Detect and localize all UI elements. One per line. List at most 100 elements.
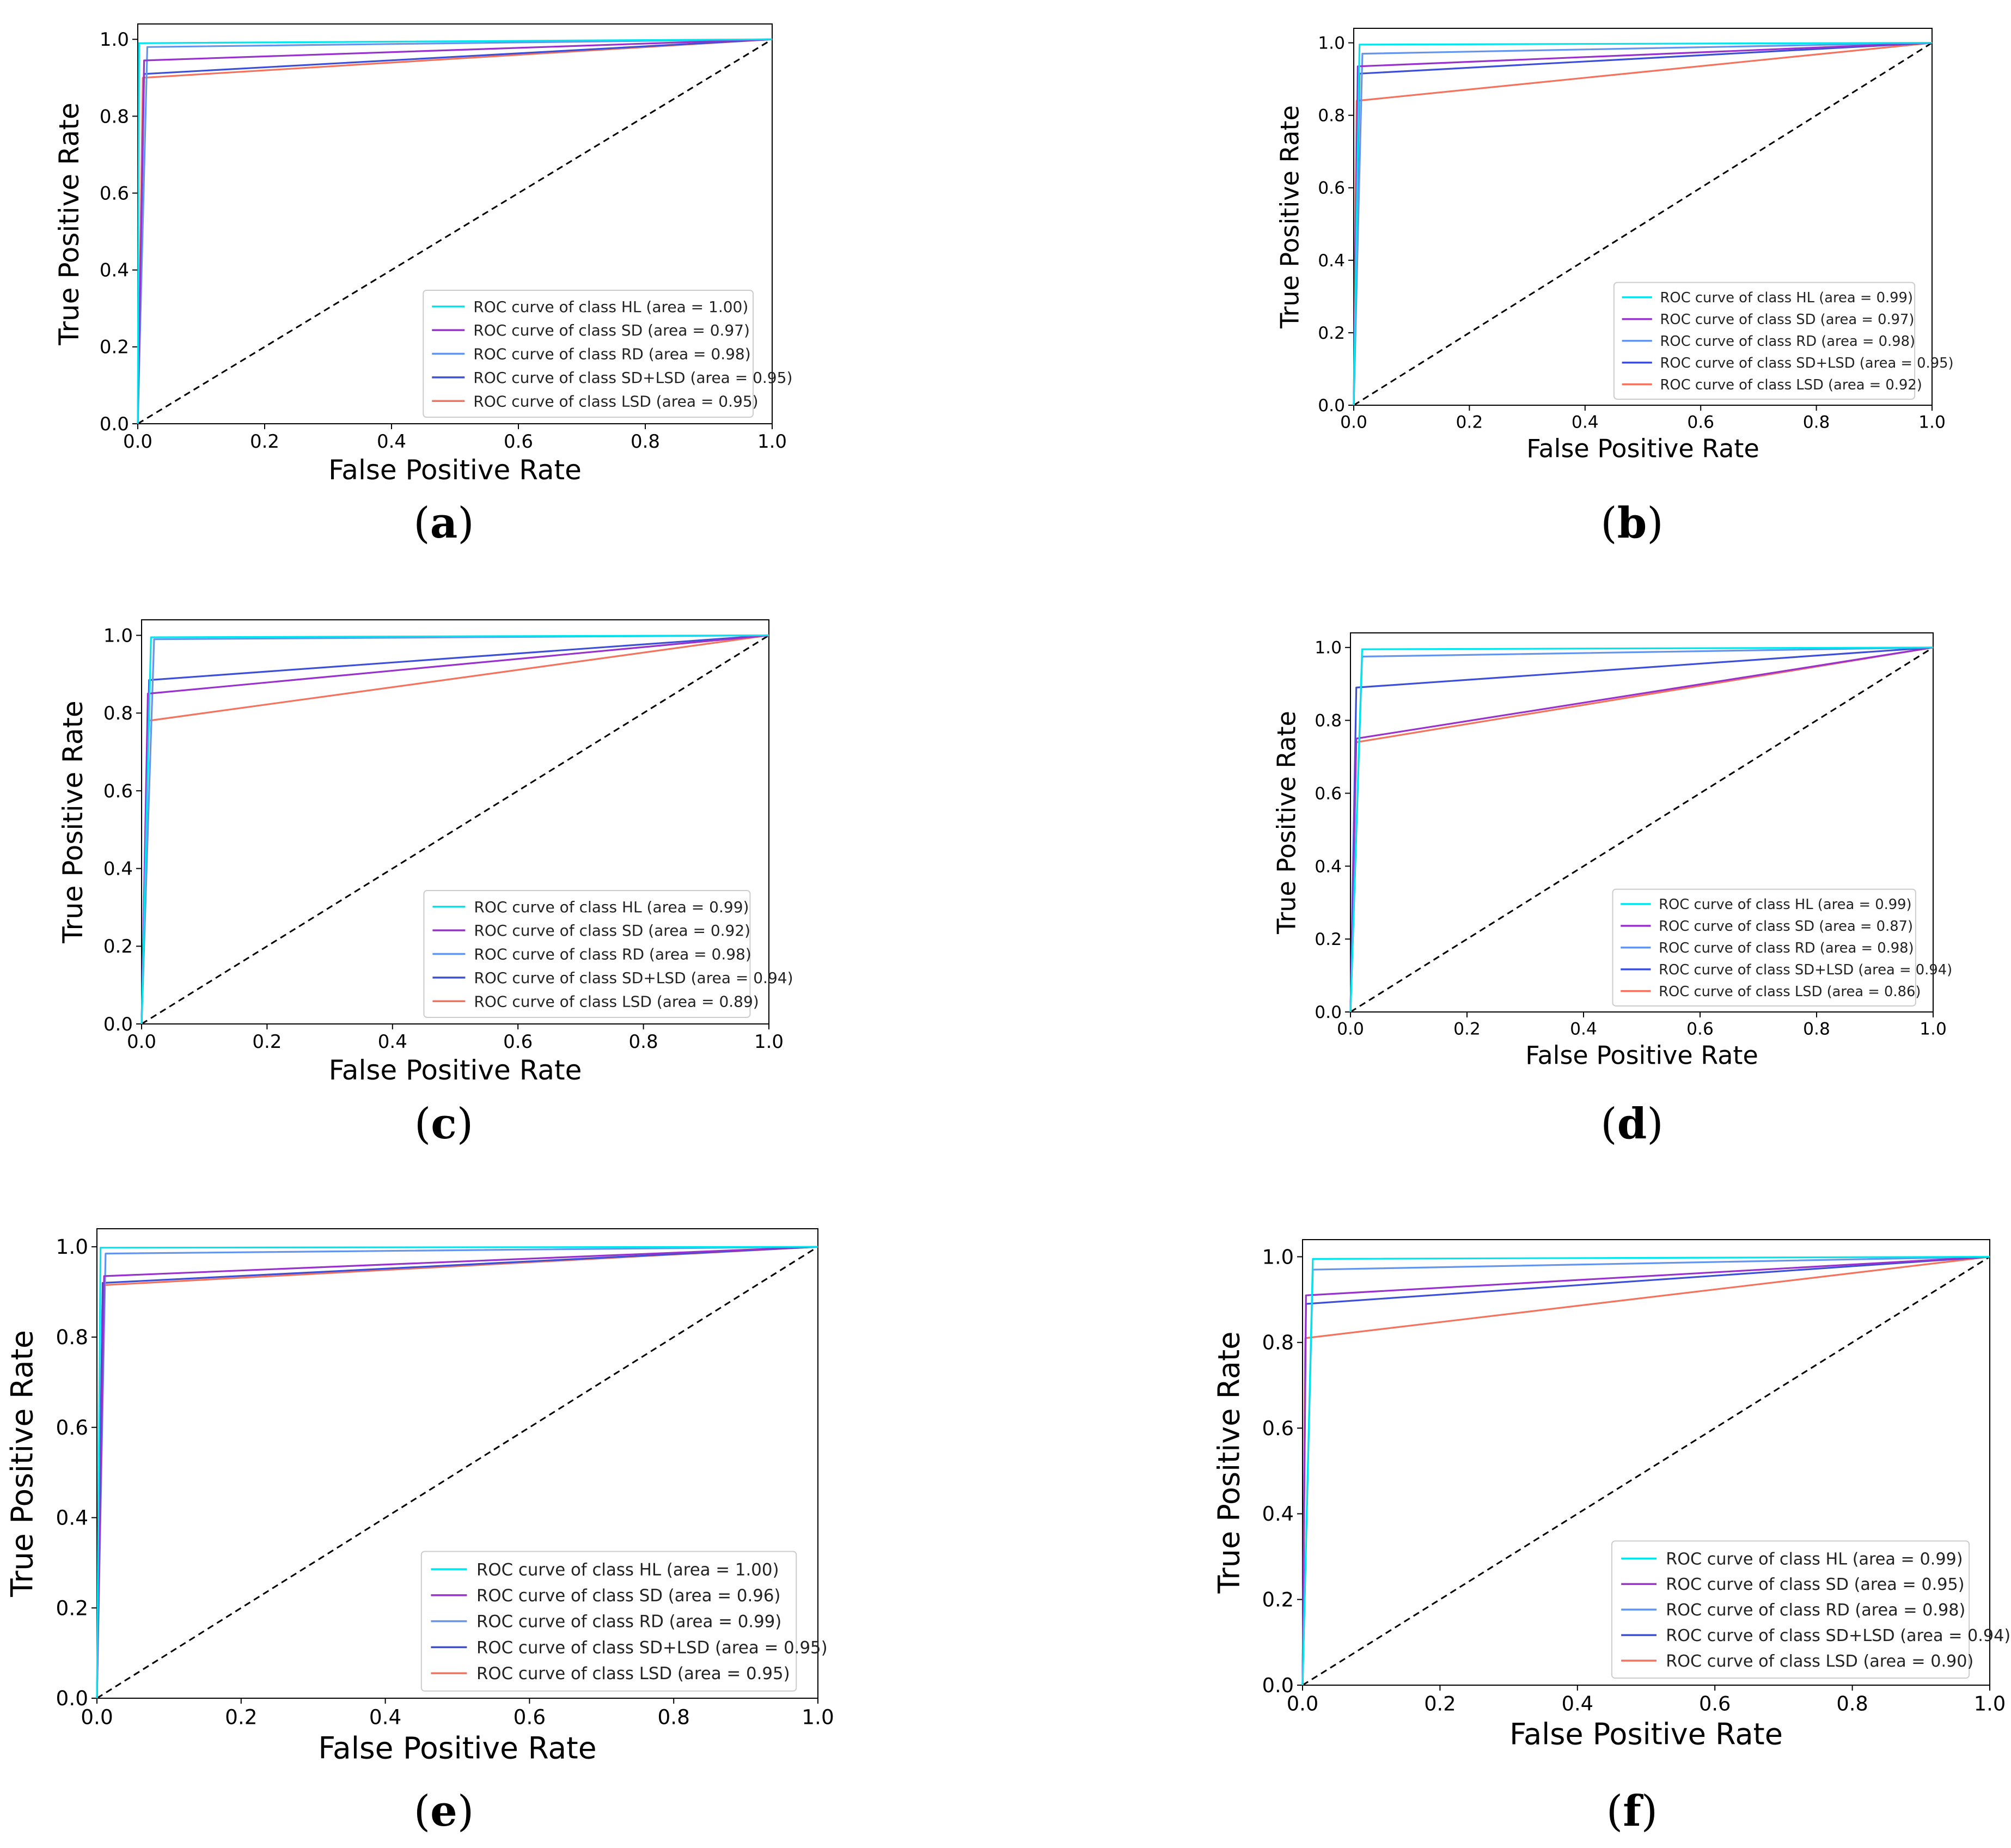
y-axis-label: True Positive Rate (1212, 1331, 1246, 1594)
panel-label-b: b (1617, 498, 1647, 548)
y-tick-label: 0.2 (100, 337, 129, 358)
y-tick-label: 0.6 (56, 1416, 88, 1440)
y-tick-label: 0.0 (1262, 1674, 1294, 1697)
x-tick-label: 0.6 (1687, 412, 1714, 432)
x-axis-label: False Positive Rate (1509, 1717, 1783, 1752)
x-tick-label: 0.8 (1836, 1692, 1868, 1716)
y-axis-label: True Positive Rate (1275, 105, 1304, 329)
roc-line-sd (96, 1246, 818, 1699)
x-axis-label: False Positive Rate (1525, 1040, 1758, 1070)
y-tick-label: 0.4 (1262, 1502, 1294, 1526)
y-tick-label: 0.2 (1318, 324, 1345, 343)
chance-diagonal-line (1353, 42, 1933, 406)
legend-entry: ROC curve of class HL (area = 0.99) (474, 898, 749, 916)
x-tick-label: 0.8 (631, 431, 660, 453)
roc-line-hl (140, 634, 769, 1024)
x-tick-label: 0.0 (1340, 412, 1367, 432)
x-tick-label: 1.0 (1920, 1019, 1947, 1039)
panel-label-e: e (430, 1786, 457, 1836)
legend-entry: ROC curve of class SD (area = 0.96) (476, 1586, 780, 1606)
chart-panel-d: 0.0 0.2 0.4 0.6 0.8 1.0 0.0 0.2 0.4 0.6 0.8 1.0 Fals… (1272, 632, 1952, 1070)
x-axis-label: False Positive Rate (1526, 434, 1759, 463)
legend-entry: ROC curve of class RD (area = 0.98) (473, 345, 750, 363)
x-tick-label: 1.0 (802, 1705, 834, 1729)
y-tick-label: 0.0 (1318, 396, 1345, 416)
x-tick-label: 0.0 (123, 431, 152, 453)
x-tick-label: 0.4 (1572, 412, 1599, 432)
roc-line-sd (137, 38, 773, 424)
x-tick-label: 0.0 (127, 1031, 156, 1053)
x-tick-label: 1.0 (1918, 412, 1946, 432)
panel-caption-d: (d) (1600, 1099, 1664, 1149)
legend-entry: ROC curve of class HL (area = 1.00) (476, 1560, 779, 1579)
legend-entry: ROC curve of class LSD (area = 0.95) (473, 392, 758, 410)
x-tick-label: 0.6 (504, 431, 533, 453)
chance-diagonal-line (141, 635, 769, 1025)
y-tick-label: 0.8 (1315, 711, 1342, 731)
legend-entry: ROC curve of class LSD (area = 0.92) (1660, 377, 1922, 393)
y-tick-label: 0.2 (103, 936, 133, 957)
roc-line-hl (1353, 42, 1933, 406)
y-tick-label: 0.0 (103, 1014, 133, 1035)
y-tick-label: 1.0 (56, 1235, 88, 1259)
legend-entry: ROC curve of class SD (area = 0.87) (1659, 918, 1913, 935)
x-tick-label: 0.4 (369, 1705, 401, 1729)
x-tick-label: 1.0 (757, 431, 787, 453)
y-axis-label: True Positive Rate (57, 700, 89, 943)
chance-diagonal-line (1350, 647, 1934, 1013)
x-tick-label: 1.0 (754, 1031, 784, 1053)
x-tick-label: 0.8 (629, 1031, 658, 1053)
panel-label-a: a (430, 498, 458, 548)
y-tick-label: 0.6 (1262, 1417, 1294, 1440)
x-tick-label: 0.4 (377, 431, 406, 453)
legend-entry: ROC curve of class SD (area = 0.97) (473, 321, 750, 339)
chart-panel-c: 0.0 0.2 0.4 0.6 0.8 1.0 0.0 0.2 0.4 0.6 0.8 1.0 Fals… (57, 619, 793, 1086)
panel-label-c: c (431, 1099, 457, 1149)
y-tick-label: 0.8 (1318, 106, 1345, 126)
y-tick-label: 0.8 (56, 1325, 88, 1349)
y-tick-label: 0.8 (1262, 1331, 1294, 1355)
roc-line-hl (1349, 647, 1934, 1013)
roc-line-hl (96, 1246, 818, 1699)
y-axis-label: True Positive Rate (4, 1330, 39, 1597)
chance-diagonal-line (1302, 1256, 1990, 1686)
legend-entry: ROC curve of class HL (area = 0.99) (1666, 1550, 1963, 1569)
y-axis-label: True Positive Rate (53, 102, 85, 345)
legend-entry: ROC curve of class SD+LSD (area = 0.94) (1659, 962, 1952, 978)
y-tick-label: 0.8 (100, 106, 129, 127)
x-tick-label: 0.4 (378, 1031, 407, 1053)
roc-line-sd (1349, 647, 1934, 1013)
y-tick-label: 0.4 (100, 260, 129, 282)
x-tick-label: 0.2 (1456, 412, 1483, 432)
legend-box-c (423, 890, 751, 1018)
y-tick-label: 0.2 (56, 1596, 88, 1620)
y-tick-label: 1.0 (100, 29, 129, 51)
x-tick-label: 0.6 (503, 1031, 533, 1053)
panel-caption-b: (b) (1600, 498, 1664, 548)
x-tick-label: 0.6 (1699, 1692, 1731, 1716)
x-tick-label: 0.0 (81, 1705, 113, 1729)
chart-panel-a: 0.0 0.2 0.4 0.6 0.8 1.0 0.0 0.2 0.4 0.6 0.8 1.0 Fals… (53, 23, 792, 486)
y-tick-label: 0.0 (100, 413, 129, 435)
chart-panel-e: 0.0 0.2 0.4 0.6 0.8 1.0 0.0 0.2 0.4 0.6 0.8 1.0 Fals… (4, 1228, 834, 1765)
chance-diagonal-line (96, 1246, 818, 1699)
y-tick-label: 1.0 (1315, 638, 1342, 658)
legend-entry: ROC curve of class SD+LSD (area = 0.94) (1666, 1626, 2010, 1645)
x-tick-label: 0.2 (252, 1031, 282, 1053)
legend-box-f (1611, 1540, 1970, 1679)
legend-box-e (420, 1551, 797, 1692)
legend-entry: ROC curve of class SD+LSD (area = 0.95) (1660, 355, 1954, 371)
y-tick-label: 0.8 (103, 703, 133, 724)
panel-caption-f: (f) (1606, 1786, 1658, 1836)
legend-entry: ROC curve of class SD (area = 0.97) (1660, 312, 1915, 328)
x-tick-label: 0.2 (1424, 1692, 1456, 1716)
legend-box-b (1613, 282, 1916, 400)
y-tick-label: 0.0 (1315, 1003, 1342, 1022)
legend-entry: ROC curve of class HL (area = 0.99) (1660, 290, 1913, 306)
y-tick-label: 0.4 (103, 858, 133, 880)
y-tick-label: 1.0 (1262, 1245, 1294, 1268)
legend-box-d (1612, 888, 1916, 1007)
x-tick-label: 0.0 (1337, 1019, 1364, 1039)
